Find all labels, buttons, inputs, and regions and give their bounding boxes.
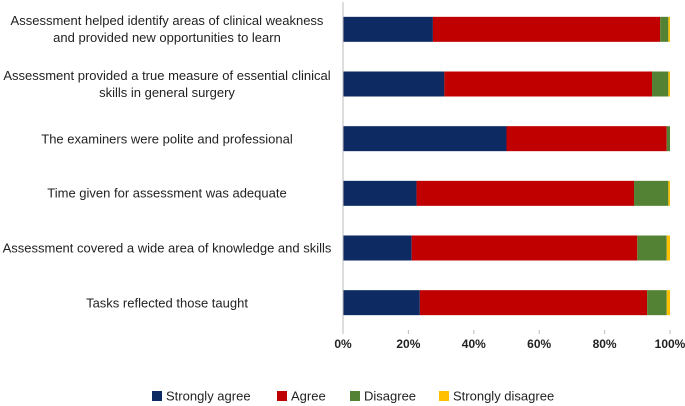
bar-segment <box>652 71 669 97</box>
legend-label: Disagree <box>364 388 416 403</box>
x-tick-label: 0% <box>334 337 352 351</box>
x-tick-label: 40% <box>462 337 486 351</box>
bar-segment <box>343 180 417 206</box>
bar-segment <box>444 71 653 97</box>
bar-segment <box>343 290 420 316</box>
x-tick-label: 80% <box>593 337 617 351</box>
legend-swatch <box>439 391 449 401</box>
legend-swatch <box>152 391 162 401</box>
bar-segment <box>647 290 667 316</box>
y-tick-label: Tasks reflected those taught <box>86 295 248 311</box>
bar-segment <box>666 235 670 261</box>
bar-segment <box>416 180 635 206</box>
bar-segment <box>343 71 445 97</box>
y-tick-label: Time given for assessment was adequate <box>47 185 287 201</box>
legend-label: Strongly disagree <box>453 388 554 403</box>
bar-segment <box>660 16 669 42</box>
x-tick-label: 100% <box>655 337 685 351</box>
legend-swatch <box>350 391 360 401</box>
bar-segment <box>634 180 669 206</box>
legend-label: Agree <box>291 388 326 403</box>
bar-segment <box>668 71 670 97</box>
bar-segment <box>343 126 507 152</box>
bar-segment <box>419 290 648 316</box>
y-tick-label: The examiners were polite and profession… <box>41 131 293 147</box>
bar-segment <box>668 180 670 206</box>
bar-segment <box>637 235 667 261</box>
bar-segment <box>506 126 667 152</box>
y-tick-label: Assessment provided a true measure of es… <box>3 68 331 100</box>
legend-swatch <box>277 391 287 401</box>
x-tick-label: 20% <box>396 337 420 351</box>
legend-label: Strongly agree <box>166 388 251 403</box>
bar-segment <box>343 235 412 261</box>
bar-segment <box>343 16 433 42</box>
bar-segment <box>666 290 670 316</box>
bar-segment <box>666 126 670 152</box>
x-tick-label: 60% <box>527 337 551 351</box>
bar-segment <box>432 16 661 42</box>
bar-segment <box>668 16 670 42</box>
y-tick-label: Assessment helped identify areas of clin… <box>10 13 324 46</box>
y-tick-label: Assessment covered a wide area of knowle… <box>2 240 332 256</box>
bar-segment <box>411 235 638 261</box>
